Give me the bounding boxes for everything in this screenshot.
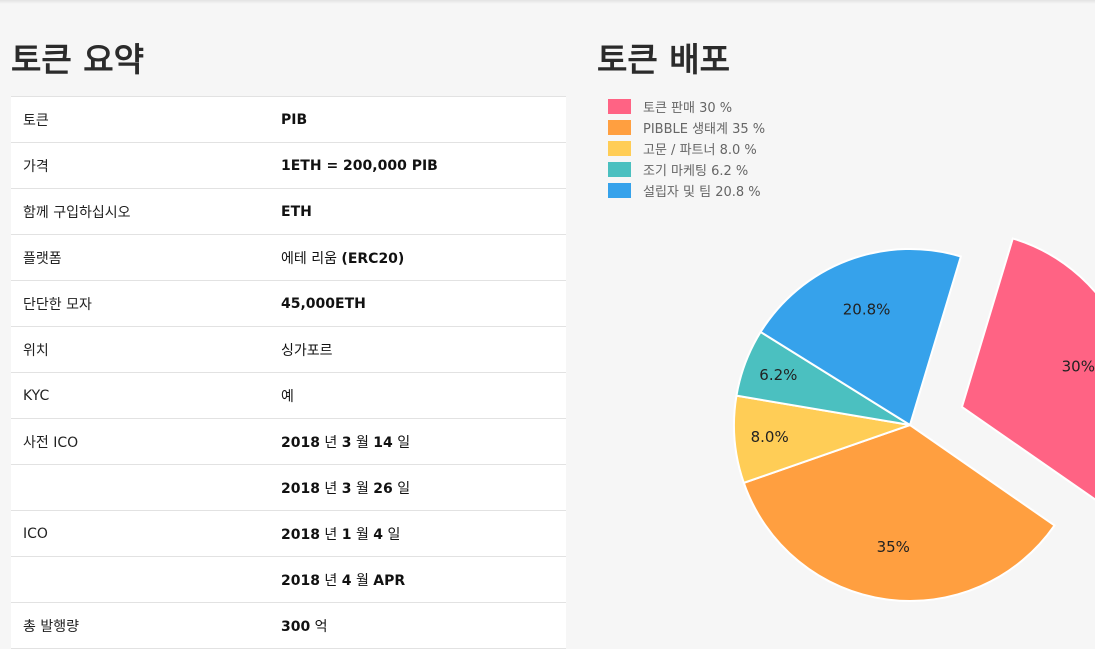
summary-row-label: 토큰 bbox=[23, 112, 49, 129]
summary-row: KYC 예 bbox=[11, 373, 566, 419]
value-part: 4 bbox=[373, 526, 384, 543]
legend-swatch bbox=[608, 183, 631, 198]
summary-row-value: ETH bbox=[281, 204, 312, 220]
summary-row-value: 1ETH = 200,000 PIB bbox=[281, 158, 438, 174]
value-part: 300 bbox=[281, 618, 311, 635]
summary-row: 2018 년 4 월 APR bbox=[11, 557, 566, 603]
summary-row-value: 45,000ETH bbox=[281, 296, 366, 312]
value-part: PIB bbox=[281, 111, 308, 128]
summary-row-value: 싱가포르 bbox=[281, 340, 333, 360]
value-part: 45,000ETH bbox=[281, 295, 366, 312]
value-part: 싱가포르 bbox=[281, 342, 333, 359]
pie-slice-label: 35% bbox=[877, 538, 910, 556]
value-part: 2018 bbox=[281, 434, 320, 451]
value-part: ETH bbox=[281, 203, 312, 220]
summary-row: 총 발행량 300 억 bbox=[11, 603, 566, 649]
token-distribution-title: 토큰 배포 bbox=[597, 40, 730, 79]
summary-row: ICO 2018 년 1 월 4 일 bbox=[11, 511, 566, 557]
legend-label: 조기 마케팅 6.2 % bbox=[643, 164, 749, 179]
legend-item[interactable]: PIBBLE 생태계 35 % bbox=[608, 117, 765, 138]
summary-row: 사전 ICO 2018 년 3 월 14 일 bbox=[11, 419, 566, 465]
value-part: 2018 bbox=[281, 526, 320, 543]
pie-slice[interactable] bbox=[759, 248, 963, 427]
summary-row: 2018 년 3 월 26 일 bbox=[11, 465, 566, 511]
legend-swatch bbox=[608, 99, 631, 114]
token-summary-title: 토큰 요약 bbox=[11, 40, 144, 79]
pie-slice-label: 8.0% bbox=[751, 428, 789, 446]
pie-slice[interactable] bbox=[742, 423, 1056, 602]
value-part: 월 bbox=[351, 526, 374, 543]
summary-row: 가격 1ETH = 200,000 PIB bbox=[11, 143, 566, 189]
token-summary-table: 토큰 PIB 가격 1ETH = 200,000 PIB 함께 구입하십시오 ETH 플랫폼… bbox=[11, 96, 566, 649]
value-part: 일 bbox=[392, 480, 411, 497]
summary-row-label: 사전 ICO bbox=[23, 434, 79, 451]
summary-row-label: ICO bbox=[23, 525, 48, 542]
summary-row: 단단한 모자 45,000ETH bbox=[11, 281, 566, 327]
value-part: 4 bbox=[341, 572, 352, 589]
summary-row-label: KYC bbox=[23, 387, 50, 404]
summary-row: 토큰 PIB bbox=[11, 97, 566, 143]
value-part: 예 bbox=[281, 388, 294, 405]
summary-row-label: 가격 bbox=[23, 158, 49, 175]
value-part: APR bbox=[373, 572, 406, 589]
value-part: 2018 bbox=[281, 480, 320, 497]
value-part: 일 bbox=[383, 526, 401, 543]
pie-slice-label: 6.2% bbox=[759, 366, 797, 384]
legend-swatch bbox=[608, 162, 631, 177]
summary-row-value: PIB bbox=[281, 112, 307, 128]
legend-label: 고문 / 파트너 8.0 % bbox=[643, 143, 757, 158]
summary-row-value: 2018 년 4 월 APR bbox=[281, 570, 405, 590]
value-part: 26 bbox=[373, 480, 393, 497]
value-part: 년 bbox=[319, 434, 342, 451]
pie-slice-label: 30% bbox=[1062, 357, 1095, 375]
pie-slice[interactable] bbox=[733, 394, 911, 485]
pie-legend: 토큰 판매 30 % PIBBLE 생태계 35 % 고문 / 파트너 8.0 % 조… bbox=[608, 96, 765, 201]
legend-label: 설립자 및 팀 20.8 % bbox=[643, 185, 761, 200]
summary-row-value: 2018 년 3 월 14 일 bbox=[281, 432, 410, 452]
summary-row-value: 300 억 bbox=[281, 616, 328, 636]
summary-row-label: 위치 bbox=[23, 342, 49, 359]
value-part: 억 bbox=[310, 618, 328, 635]
legend-item[interactable]: 조기 마케팅 6.2 % bbox=[608, 159, 765, 180]
value-part: (ERC20) bbox=[341, 250, 405, 267]
summary-row: 플랫폼 에테 리움 (ERC20) bbox=[11, 235, 566, 281]
value-part: 14 bbox=[373, 434, 393, 451]
value-part: 에테 리움 bbox=[281, 250, 342, 267]
summary-row-value: 2018 년 3 월 26 일 bbox=[281, 478, 410, 498]
value-part: 월 bbox=[351, 572, 374, 589]
summary-row-label: 플랫폼 bbox=[23, 250, 62, 267]
pie-slice[interactable] bbox=[960, 237, 1095, 507]
summary-row-label: 함께 구입하십시오 bbox=[23, 204, 131, 221]
value-part: 1ETH = 200,000 PIB bbox=[281, 157, 438, 174]
legend-swatch bbox=[608, 120, 631, 135]
legend-item[interactable]: 고문 / 파트너 8.0 % bbox=[608, 138, 765, 159]
value-part: 년 bbox=[319, 572, 342, 589]
legend-label: PIBBLE 생태계 35 % bbox=[643, 122, 766, 137]
value-part: 월 bbox=[351, 434, 374, 451]
value-part: 월 bbox=[351, 480, 374, 497]
summary-row-label: 단단한 모자 bbox=[23, 296, 92, 313]
summary-row: 함께 구입하십시오 ETH bbox=[11, 189, 566, 235]
legend-item[interactable]: 토큰 판매 30 % bbox=[608, 96, 765, 117]
value-part: 2018 bbox=[281, 572, 320, 589]
value-part: 1 bbox=[341, 526, 352, 543]
pie-slice-label: 20.8% bbox=[843, 301, 891, 319]
top-shadow bbox=[0, 0, 1095, 4]
summary-row-label: 총 발행량 bbox=[23, 618, 79, 635]
summary-row-value: 2018 년 1 월 4 일 bbox=[281, 524, 400, 544]
legend-item[interactable]: 설립자 및 팀 20.8 % bbox=[608, 180, 765, 201]
value-part: 년 bbox=[319, 526, 342, 543]
value-part: 년 bbox=[319, 480, 342, 497]
value-part: 3 bbox=[341, 434, 352, 451]
value-part: 일 bbox=[392, 434, 411, 451]
value-part: 3 bbox=[341, 480, 352, 497]
legend-label: 토큰 판매 30 % bbox=[643, 101, 733, 116]
summary-row-value: 예 bbox=[281, 386, 294, 406]
legend-swatch bbox=[608, 141, 631, 156]
token-distribution-pie-chart: 30% 35% 8.0% 6.2% 20.8% bbox=[733, 237, 1095, 602]
summary-row-value: 에테 리움 (ERC20) bbox=[281, 248, 404, 268]
summary-row: 위치 싱가포르 bbox=[11, 327, 566, 373]
